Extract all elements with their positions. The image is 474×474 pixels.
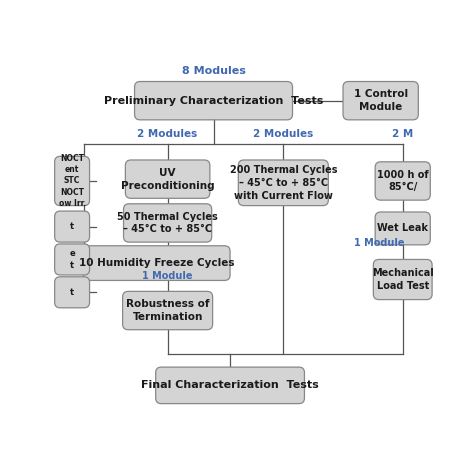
Text: 8 Modules: 8 Modules	[182, 66, 246, 76]
Text: Preliminary Characterization  Tests: Preliminary Characterization Tests	[104, 96, 323, 106]
Text: 1000 h of
85°C/: 1000 h of 85°C/	[377, 170, 428, 192]
Text: 10 Humidity Freeze Cycles: 10 Humidity Freeze Cycles	[79, 258, 234, 268]
Text: 200 Thermal Cycles
– 45°C to + 85°C
with Current Flow: 200 Thermal Cycles – 45°C to + 85°C with…	[229, 165, 337, 201]
FancyBboxPatch shape	[125, 160, 210, 198]
FancyBboxPatch shape	[55, 277, 90, 308]
Text: 2 Modules: 2 Modules	[253, 128, 313, 138]
FancyBboxPatch shape	[155, 367, 304, 404]
FancyBboxPatch shape	[123, 292, 213, 330]
FancyBboxPatch shape	[135, 82, 292, 120]
Text: Mechanical
Load Test: Mechanical Load Test	[372, 268, 434, 291]
FancyBboxPatch shape	[55, 211, 90, 242]
Text: Wet Leak: Wet Leak	[377, 223, 428, 233]
Text: 1 Module: 1 Module	[142, 271, 193, 281]
Text: e
t: e t	[69, 249, 75, 270]
FancyBboxPatch shape	[374, 259, 432, 300]
Text: 1 Module: 1 Module	[354, 238, 404, 248]
Text: t: t	[70, 288, 74, 297]
FancyBboxPatch shape	[124, 204, 212, 242]
Text: Final Characterization  Tests: Final Characterization Tests	[141, 380, 319, 391]
FancyBboxPatch shape	[55, 244, 90, 275]
FancyBboxPatch shape	[83, 246, 230, 281]
Text: t: t	[70, 222, 74, 231]
Text: 50 Thermal Cycles
– 45°C to + 85°C: 50 Thermal Cycles – 45°C to + 85°C	[117, 211, 218, 234]
Text: NOCT
ent
STC
NOCT
ow Irr.: NOCT ent STC NOCT ow Irr.	[59, 154, 86, 209]
FancyBboxPatch shape	[375, 212, 430, 245]
Text: 1 Control
Module: 1 Control Module	[354, 89, 408, 112]
Text: Robustness of
Termination: Robustness of Termination	[126, 299, 210, 322]
Text: UV
Preconditioning: UV Preconditioning	[121, 168, 214, 191]
FancyBboxPatch shape	[55, 156, 90, 206]
FancyBboxPatch shape	[375, 162, 430, 200]
Text: 2 Modules: 2 Modules	[137, 128, 198, 138]
FancyBboxPatch shape	[238, 160, 328, 206]
FancyBboxPatch shape	[343, 82, 419, 120]
Text: 2 M: 2 M	[392, 128, 413, 138]
